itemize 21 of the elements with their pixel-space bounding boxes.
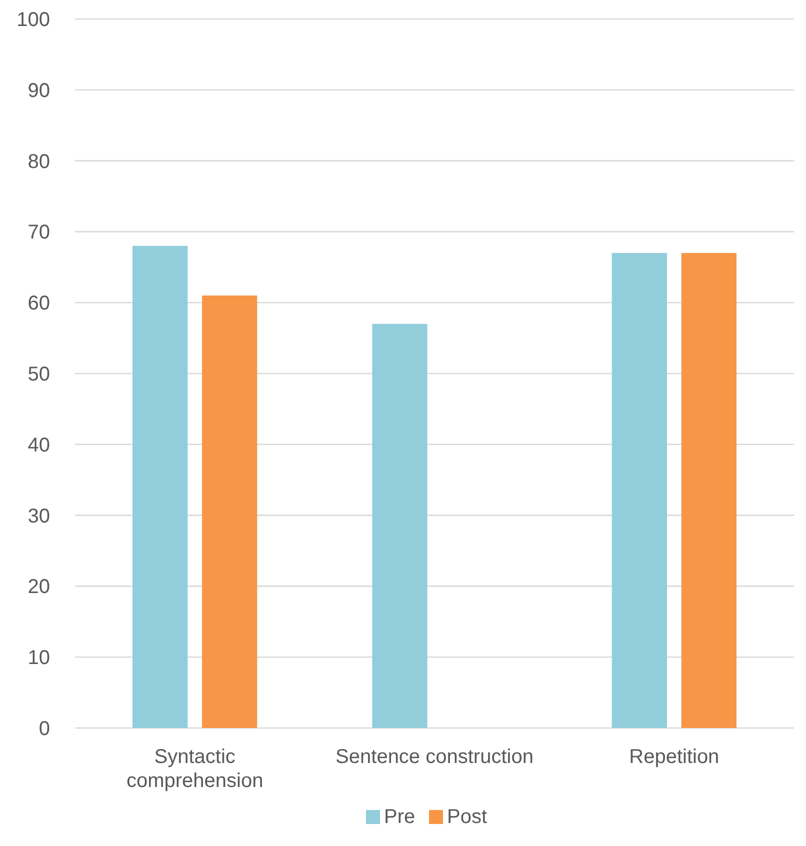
x-tick-label: Repetition [629,746,720,768]
y-tick-label: 60 [28,292,50,315]
x-tick-label: Syntactic comprehension [126,746,264,792]
bar [132,246,188,728]
x-tick-label: Sentence construction [336,746,534,768]
bar [202,296,258,728]
bar [681,252,736,728]
y-tick-label: 100 [16,9,50,31]
y-tick-label: 10 [28,647,50,670]
y-tick-label: 50 [28,364,50,386]
y-tick-label: 80 [28,150,50,173]
legend-label: Pre [384,806,416,828]
bar [372,324,428,728]
y-tick-label: 30 [28,505,50,528]
y-tick-label: 20 [28,576,50,598]
y-tick-label: 90 [28,80,50,102]
y-tick-label: 40 [28,434,50,456]
bar [612,252,667,728]
y-tick-label: 70 [28,222,50,244]
y-tick-label: 0 [38,718,50,740]
legend-label: Post [447,806,488,828]
